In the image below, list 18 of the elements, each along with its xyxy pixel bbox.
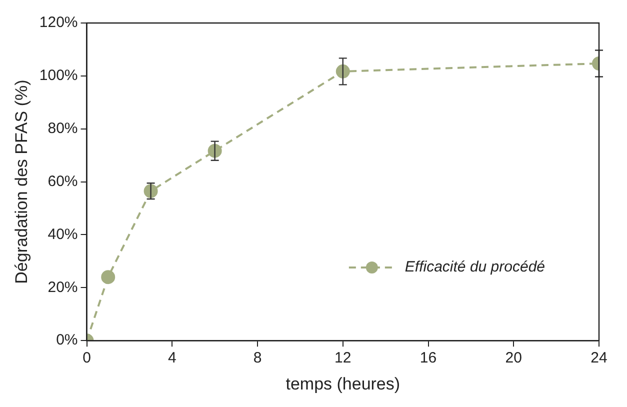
- x-tick-label: 0: [82, 350, 91, 367]
- y-tick-label: 40%: [48, 226, 78, 243]
- y-axis-title: Dégradation des PFAS (%): [12, 80, 31, 284]
- legend-label: Efficacité du procédé: [404, 258, 546, 276]
- x-tick-label: 4: [168, 350, 176, 367]
- y-tick-label: 120%: [39, 14, 78, 32]
- x-tick-label: 20: [505, 350, 522, 367]
- y-tick-label: 100%: [39, 67, 78, 84]
- x-tick-label: 24: [590, 350, 608, 367]
- x-tick-label: 16: [420, 350, 437, 367]
- x-axis-title: temps (heures): [286, 374, 400, 394]
- y-tick-label: 80%: [48, 120, 78, 138]
- y-tick-label: 60%: [48, 172, 78, 190]
- x-tick-label: 8: [253, 350, 262, 367]
- point: [101, 270, 116, 284]
- y-tick-label: 20%: [48, 278, 78, 296]
- x-tick-label: 12: [334, 350, 352, 367]
- y-tick-label: 0%: [56, 332, 78, 349]
